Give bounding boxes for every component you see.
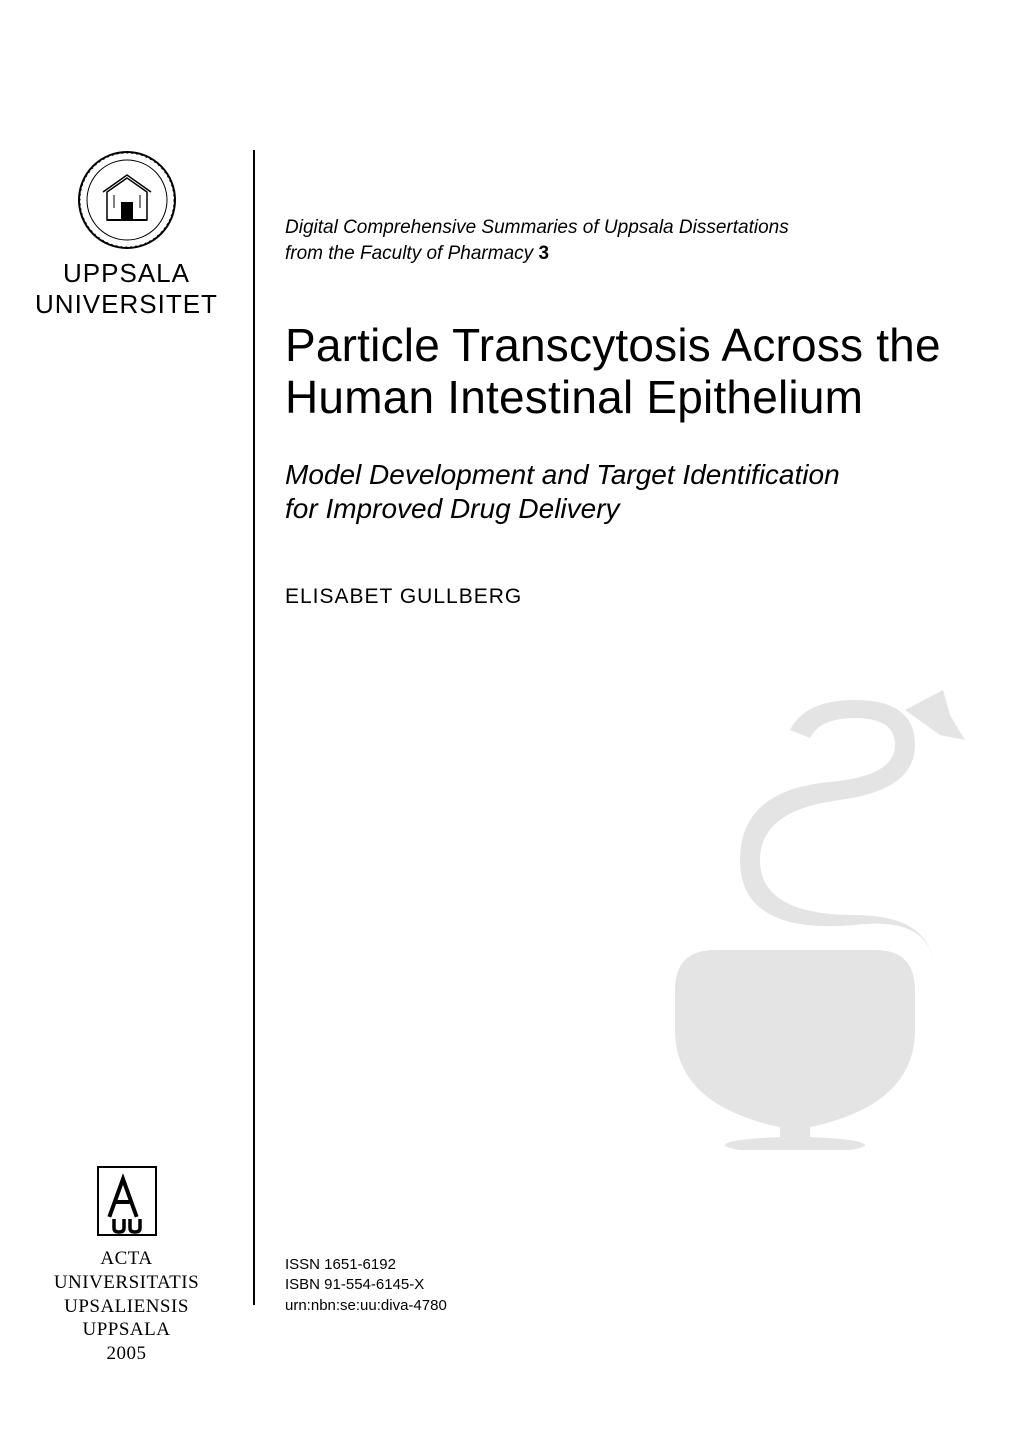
isbn-line: ISBN 91-554-6145-X bbox=[285, 1275, 447, 1295]
series-line-2: from the Faculty of Pharmacy 3 bbox=[285, 241, 960, 267]
issn-line: ISSN 1651-6192 bbox=[285, 1255, 447, 1275]
author-block: ELISABET GULLBERG bbox=[285, 585, 522, 609]
series-block: Digital Comprehensive Summaries of Uppsa… bbox=[285, 215, 960, 266]
series-line-1: Digital Comprehensive Summaries of Uppsa… bbox=[285, 215, 960, 241]
university-block: UPPSALA UNIVERSITET bbox=[0, 150, 253, 320]
acta-line-5: 2005 bbox=[0, 1342, 253, 1366]
pharmacy-watermark-icon bbox=[605, 690, 985, 1150]
university-name-line2: UNIVERSITET bbox=[0, 289, 253, 320]
acta-line-4: UPPSALA bbox=[0, 1318, 253, 1342]
subtitle-line-1: Model Development and Target Identificat… bbox=[285, 458, 960, 492]
subtitle-block: Model Development and Target Identificat… bbox=[285, 458, 960, 526]
series-number: 3 bbox=[538, 243, 549, 264]
page: UPPSALA UNIVERSITET ACTA UNIVERSITATIS U… bbox=[0, 0, 1020, 1443]
acta-line-1: ACTA bbox=[0, 1247, 253, 1271]
acta-line-3: UPSALIENSIS bbox=[0, 1295, 253, 1319]
urn-line: urn:nbn:se:uu:diva-4780 bbox=[285, 1296, 447, 1316]
title-line-2: Human Intestinal Epithelium bbox=[285, 372, 980, 424]
series-line-2-prefix: from the Faculty of Pharmacy bbox=[285, 243, 533, 264]
title-line-1: Particle Transcytosis Across the bbox=[285, 320, 980, 372]
identifiers-block: ISSN 1651-6192 ISBN 91-554-6145-X urn:nb… bbox=[285, 1255, 447, 1316]
subtitle-line-2: for Improved Drug Delivery bbox=[285, 492, 960, 526]
left-column: UPPSALA UNIVERSITET ACTA UNIVERSITATIS U… bbox=[0, 0, 253, 1443]
acta-monogram-icon bbox=[96, 1165, 158, 1237]
title-block: Particle Transcytosis Across the Human I… bbox=[285, 320, 980, 423]
acta-line-2: UNIVERSITATIS bbox=[0, 1271, 253, 1295]
acta-block: ACTA UNIVERSITATIS UPSALIENSIS UPPSALA 2… bbox=[0, 1165, 253, 1366]
university-seal-icon bbox=[77, 150, 177, 250]
author-name: ELISABET GULLBERG bbox=[285, 585, 522, 609]
right-column: Digital Comprehensive Summaries of Uppsa… bbox=[255, 0, 1020, 1443]
university-name-line1: UPPSALA bbox=[0, 258, 253, 289]
